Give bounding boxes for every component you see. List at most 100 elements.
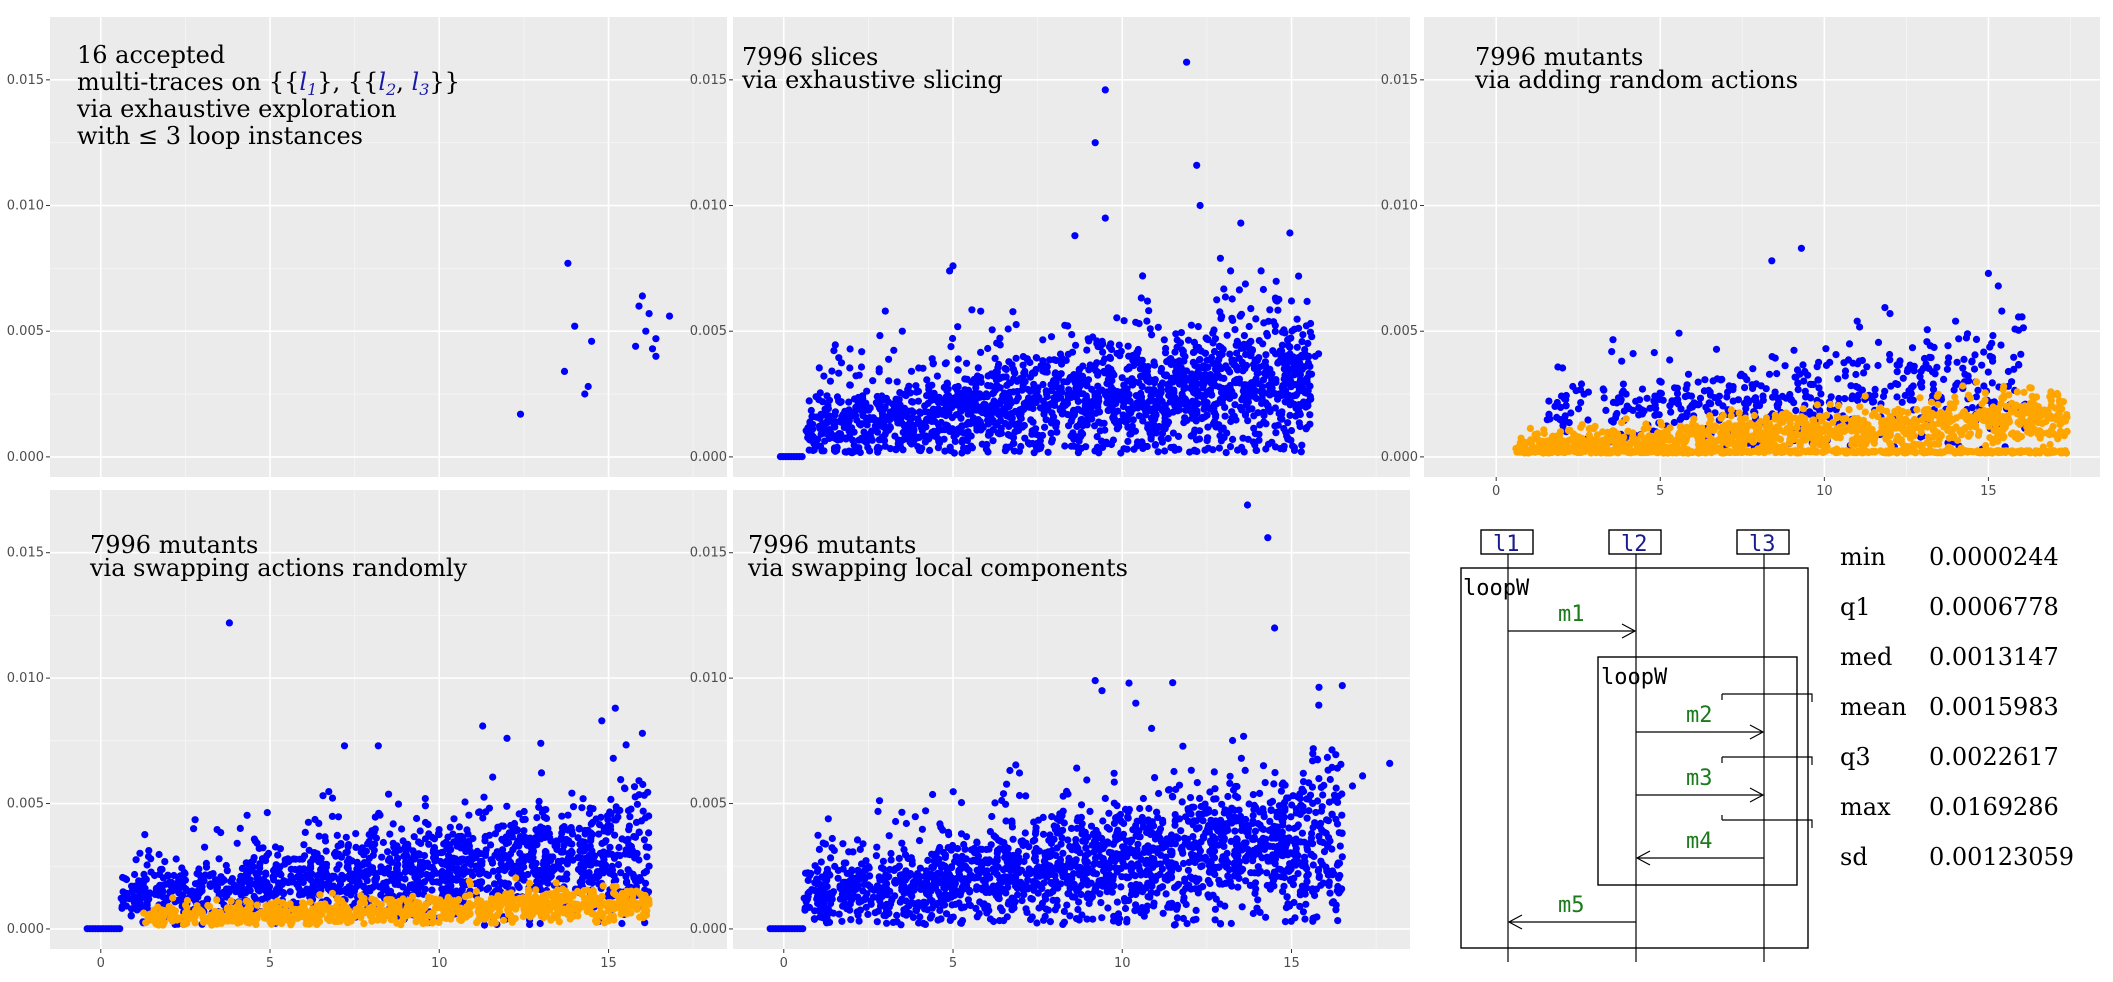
data-point xyxy=(954,366,962,374)
data-point xyxy=(807,406,815,415)
y-tick-label: 0.015 xyxy=(7,546,44,561)
data-point xyxy=(1752,429,1760,437)
data-point xyxy=(1238,443,1246,451)
data-point xyxy=(821,437,829,445)
data-point xyxy=(1093,395,1101,403)
data-point xyxy=(1931,440,1939,448)
data-point xyxy=(1101,86,1109,94)
data-point xyxy=(1221,412,1229,420)
data-point xyxy=(1298,362,1306,370)
data-point xyxy=(535,797,543,806)
data-point xyxy=(1021,434,1029,442)
data-point xyxy=(1174,432,1183,440)
data-point xyxy=(294,866,302,874)
data-point xyxy=(1749,384,1757,393)
data-point xyxy=(910,421,918,430)
data-point xyxy=(1287,436,1295,444)
data-point xyxy=(1853,317,1861,325)
data-point xyxy=(1799,361,1807,369)
data-point xyxy=(898,327,906,335)
data-point xyxy=(1266,391,1274,399)
data-point xyxy=(618,835,626,843)
x-tick-label: 10 xyxy=(431,956,448,971)
data-point xyxy=(1922,360,1930,368)
y-tick-label: 0.005 xyxy=(1381,324,1418,339)
data-point xyxy=(990,397,998,405)
data-point xyxy=(635,777,643,785)
panel-background xyxy=(50,17,727,477)
data-point xyxy=(1137,294,1145,302)
data-point xyxy=(1009,308,1017,316)
data-point xyxy=(1004,325,1012,333)
data-point xyxy=(987,382,995,390)
data-point xyxy=(1823,434,1831,442)
data-point xyxy=(1562,443,1571,451)
data-point xyxy=(1590,425,1598,433)
data-point xyxy=(1771,445,1779,453)
data-point xyxy=(1719,402,1727,410)
data-point xyxy=(1216,432,1224,440)
data-point xyxy=(1801,367,1809,376)
data-point xyxy=(995,430,1004,438)
data-point xyxy=(1863,363,1871,371)
data-point xyxy=(1238,358,1246,366)
data-point xyxy=(1800,418,1808,426)
data-point xyxy=(1299,331,1307,339)
data-point xyxy=(1804,431,1812,439)
data-point xyxy=(2013,388,2021,396)
data-point xyxy=(358,844,366,852)
data-point xyxy=(859,412,867,420)
data-point xyxy=(1252,365,1260,373)
data-point xyxy=(648,345,657,353)
x-tick-label: 15 xyxy=(600,956,617,971)
data-point xyxy=(1051,370,1059,378)
data-point xyxy=(1139,272,1147,280)
data-point xyxy=(1191,401,1199,409)
data-point xyxy=(1262,351,1270,359)
data-point xyxy=(1136,365,1144,373)
data-point xyxy=(398,825,406,833)
data-point xyxy=(1160,336,1168,344)
data-point xyxy=(1304,398,1312,406)
data-point xyxy=(1216,308,1224,316)
data-point xyxy=(1706,388,1714,396)
data-point xyxy=(1562,402,1570,410)
data-point xyxy=(1829,419,1837,427)
data-point xyxy=(1088,364,1096,372)
data-point xyxy=(1834,401,1843,410)
data-point xyxy=(1209,446,1217,454)
data-point xyxy=(1283,352,1291,360)
data-point xyxy=(1953,358,1961,366)
data-point xyxy=(1040,410,1048,418)
data-point xyxy=(1654,449,1662,457)
data-point xyxy=(1266,408,1274,416)
data-point xyxy=(1657,418,1665,426)
data-point xyxy=(1158,397,1166,405)
data-point xyxy=(1156,388,1164,396)
data-point xyxy=(642,327,650,335)
data-point xyxy=(805,446,813,454)
data-point xyxy=(1982,448,1990,456)
data-point xyxy=(1068,348,1077,356)
data-point xyxy=(1214,356,1222,364)
y-tick-label: 0.015 xyxy=(690,73,727,88)
data-point xyxy=(1150,379,1158,387)
data-point xyxy=(617,776,625,784)
data-point xyxy=(399,837,407,845)
data-point xyxy=(1167,394,1175,402)
data-point xyxy=(1880,426,1888,434)
data-point xyxy=(1077,372,1085,380)
data-point xyxy=(1632,397,1640,405)
data-point xyxy=(1076,380,1084,388)
data-point xyxy=(1719,438,1727,446)
data-point xyxy=(1773,370,1781,378)
data-point xyxy=(536,919,544,928)
data-point xyxy=(1985,412,1993,420)
data-point xyxy=(2047,396,2055,404)
data-point xyxy=(1245,344,1253,352)
data-point xyxy=(1106,353,1114,361)
data-point xyxy=(1984,368,1992,376)
data-point xyxy=(1293,315,1301,323)
data-point xyxy=(1042,416,1050,424)
data-point xyxy=(1923,326,1931,334)
